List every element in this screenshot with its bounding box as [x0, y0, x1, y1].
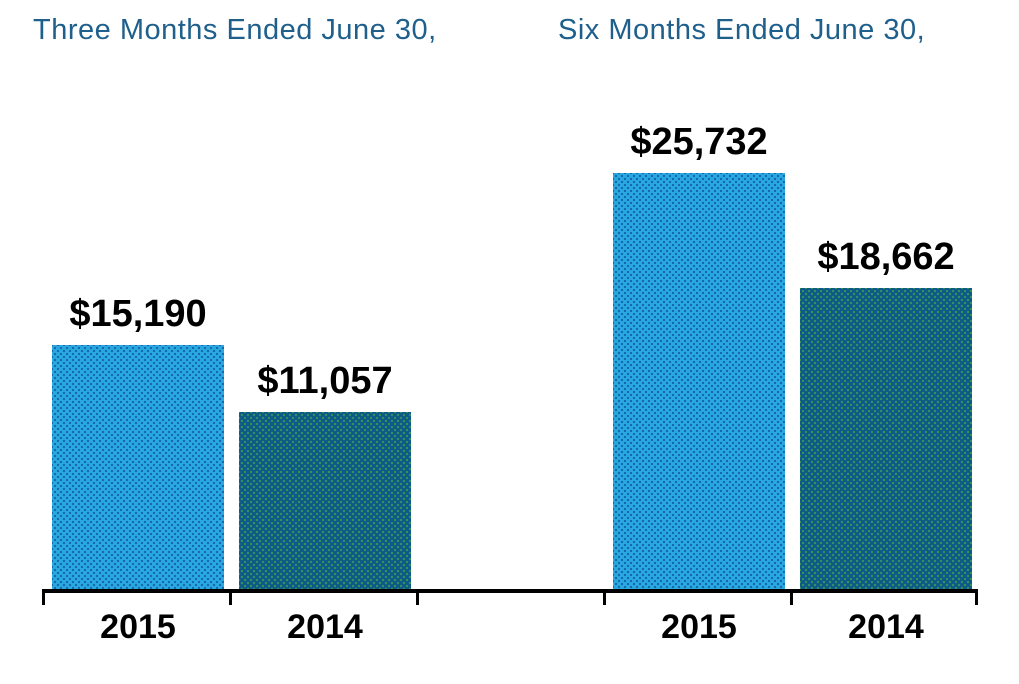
- category-label-three-months-2015: 2015: [100, 608, 176, 646]
- x-axis-tick: [975, 589, 978, 605]
- bar-slot-three-months-2014: $11,057: [239, 360, 411, 592]
- bar-slot-three-months-2015: $15,190: [52, 293, 224, 592]
- bar-three-months-2015: [52, 345, 224, 592]
- bar-six-months-2014: [800, 288, 972, 592]
- category-label-six-months-2014: 2014: [848, 608, 924, 646]
- bar-slot-six-months-2014: $18,662: [800, 236, 972, 592]
- x-axis-tick: [42, 589, 45, 605]
- value-label-six-months-2015: $25,732: [630, 121, 768, 164]
- x-axis-tick: [790, 589, 793, 605]
- x-axis-line: [42, 589, 978, 593]
- x-axis-tick: [416, 589, 419, 605]
- value-label-three-months-2014: $11,057: [257, 360, 393, 403]
- x-axis-tick: [229, 589, 232, 605]
- group-title-six-months: Six Months Ended June 30,: [558, 14, 926, 46]
- category-label-six-months-2015: 2015: [661, 608, 737, 646]
- bar-three-months-2014: [239, 412, 411, 592]
- x-axis-tick: [603, 589, 606, 605]
- group-title-three-months: Three Months Ended June 30,: [33, 14, 437, 46]
- value-label-six-months-2014: $18,662: [817, 236, 955, 279]
- category-label-three-months-2014: 2014: [287, 608, 363, 646]
- bar-six-months-2015: [613, 173, 785, 592]
- value-label-three-months-2015: $15,190: [69, 293, 207, 336]
- bar-slot-six-months-2015: $25,732: [613, 121, 785, 592]
